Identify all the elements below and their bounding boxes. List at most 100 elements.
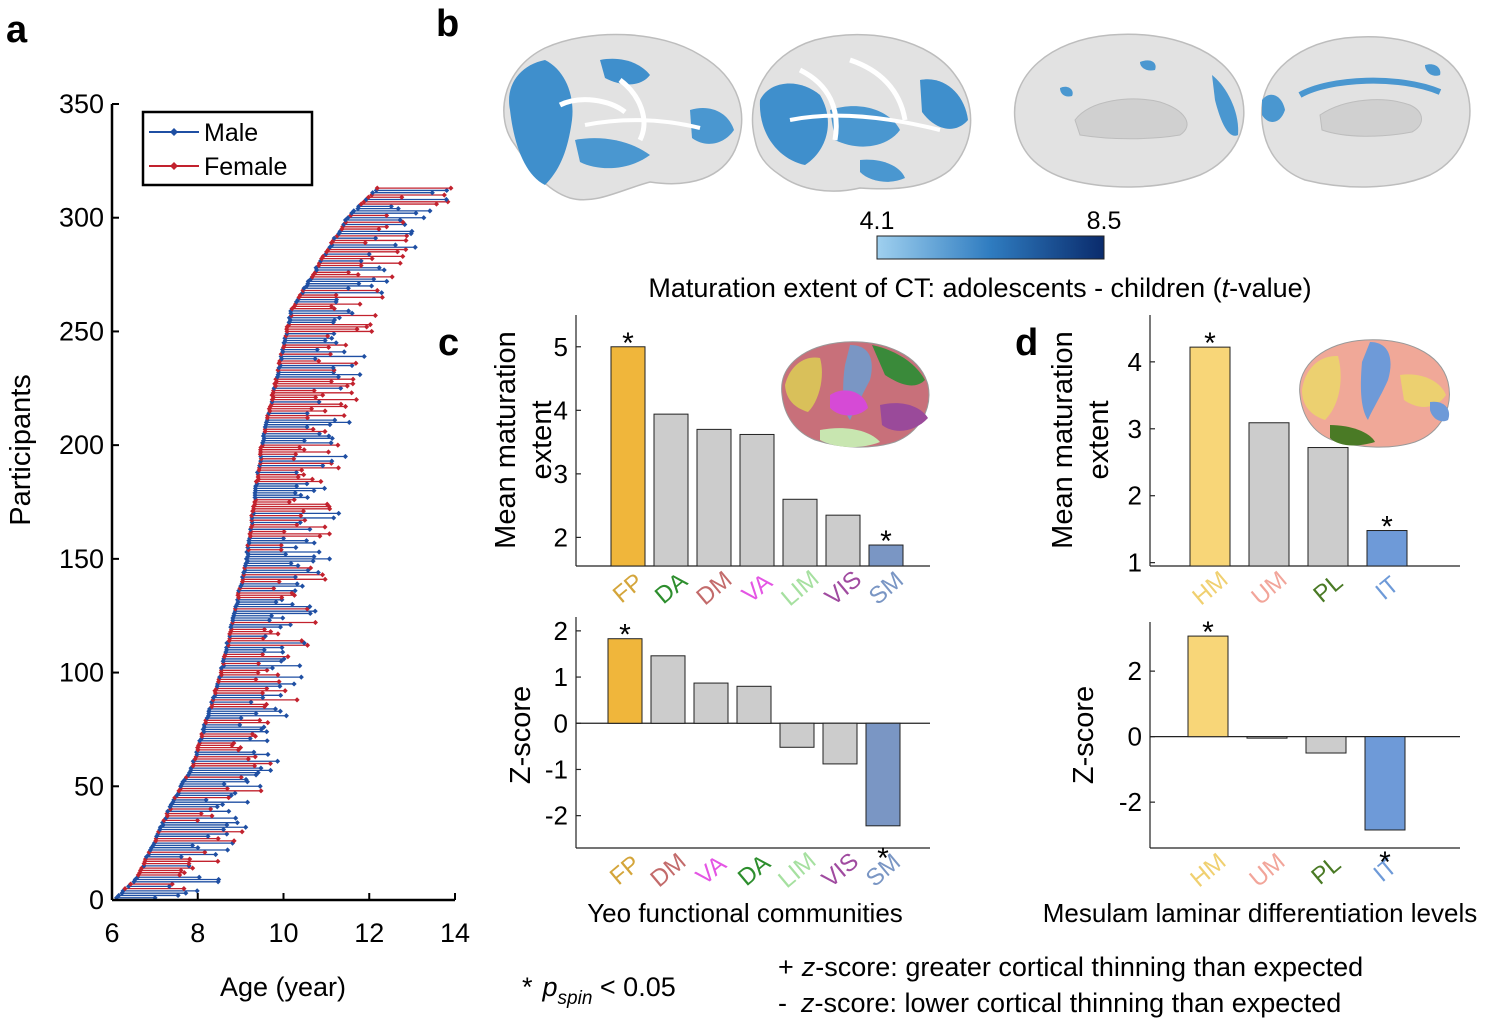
interval-start-marker [236,594,242,601]
interval-end-marker [322,524,328,530]
y-tick-label: 3 [1128,414,1142,444]
colorbar-max-label: 8.5 [1087,207,1122,235]
interval-end-marker [232,815,239,821]
interval-start-marker [185,772,192,778]
interval-start-marker [172,795,178,801]
interval-end-marker [316,399,322,405]
interval-end-marker [295,474,301,480]
interval-end-marker [292,588,298,594]
interval-end-marker [413,210,419,216]
interval-end-marker [275,672,281,678]
x-tick-label-pl: PL [1306,851,1346,891]
interval-start-marker [348,212,354,219]
x-tick-label-fp: FP [608,568,649,608]
interval-end-marker [404,233,410,239]
x-tick-label-lim: LIM [776,565,824,611]
interval-end-marker [261,704,268,710]
interval-start-marker [295,296,301,303]
panel-d-mesulam: 1 2 3 4 HM * UM PL IT * Mean maturation extent -2 0 2… [1043,315,1477,928]
legend-female-marker [170,162,178,170]
interval-end-marker [304,481,310,487]
interval-end-marker [207,806,214,812]
interval-start-marker [274,378,280,385]
interval-start-marker [277,358,283,364]
interval-end-marker [332,417,338,423]
interval-end-marker [307,526,313,532]
interval-end-marker [312,356,318,362]
interval-end-marker [289,601,295,607]
significance-note: * pspin < 0.05 [522,972,676,1009]
interval-end-marker [319,572,326,578]
interval-start-marker [269,397,275,403]
interval-start-marker [221,663,227,669]
interval-start-marker [288,312,295,319]
interval-start-marker [195,747,201,753]
interval-start-marker [267,403,273,410]
y-axis-label: Z-score [505,686,537,784]
y-tick-label: -2 [545,801,568,831]
bar-um [1246,736,1288,739]
interval-start-marker [310,271,317,278]
interval-end-marker [274,758,281,764]
interval-end-marker [213,851,219,858]
interval-start-marker [340,224,346,230]
interval-start-marker [284,326,290,332]
interval-end-marker [237,745,244,751]
significance-star: * [1379,846,1391,879]
interval-end-marker [257,783,263,789]
interval-end-marker [278,658,284,664]
interval-end-marker [358,262,364,269]
interval-end-marker [215,835,221,842]
interval-end-marker [326,344,332,350]
interval-start-marker [263,419,270,425]
interval-start-marker [250,503,257,510]
interval-end-marker [294,697,300,703]
x-tick-label-va: VA [691,850,732,890]
interval-end-marker [277,624,284,630]
interval-end-marker [296,444,303,451]
interval-end-marker [224,785,230,792]
interval-end-marker [181,886,187,892]
interval-start-marker [247,531,253,537]
x-tick-label-hm: HM [1185,848,1231,893]
interval-end-marker [311,488,317,494]
interval-start-marker [164,813,171,819]
yeo-brain-inset [781,341,930,448]
interval-end-marker [302,517,308,523]
interval-end-marker [357,301,363,307]
y-tick-label: 2 [1128,481,1142,511]
interval-start-marker [327,244,333,250]
bar-lim [779,722,815,748]
interval-end-marker [333,296,340,303]
interval-end-marker [190,865,196,871]
x-tick-label-da: DA [650,567,693,609]
interval-start-marker [209,701,215,708]
interval-end-marker [269,665,276,671]
a-y-tick-label: 50 [74,771,104,801]
interval-start-marker [257,463,263,469]
interval-start-marker [225,642,232,648]
interval-end-marker [444,187,450,194]
interval-end-marker [292,574,298,580]
interval-end-marker [321,485,328,491]
bar-lim [782,498,818,567]
interval-end-marker [343,342,349,348]
interval-end-marker [205,833,211,839]
interval-start-marker [153,835,159,842]
interval-end-marker [264,667,270,673]
interval-end-marker [318,478,324,485]
interval-end-marker [285,654,291,660]
interval-end-marker [301,437,307,444]
bar-fp [610,346,646,567]
interval-end-marker [186,861,192,867]
interval-end-marker [275,631,281,637]
interval-start-marker [126,883,132,889]
a-y-ticks: 0 50 100 150 200 250 300 350 [59,89,119,915]
interval-end-marker [298,513,304,519]
interval-start-marker [260,440,266,446]
significance-star: * [1202,616,1214,649]
interval-end-marker [331,306,337,312]
interval-end-marker [166,883,172,889]
interval-end-marker [304,642,311,648]
interval-end-marker [394,249,401,255]
